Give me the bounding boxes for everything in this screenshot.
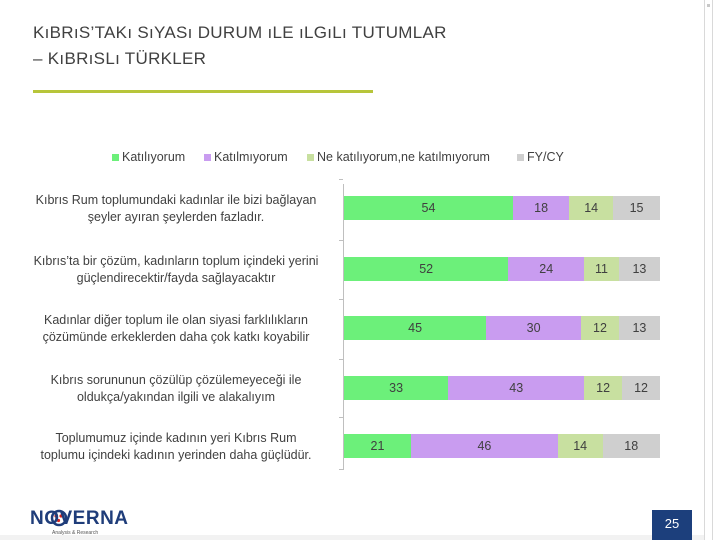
bar-segment xyxy=(411,434,558,458)
bar-segment xyxy=(602,434,660,458)
bar-segment xyxy=(557,434,603,458)
legend-item: Katılıyorum xyxy=(112,150,185,164)
data-label: 21 xyxy=(370,439,385,453)
data-label: 33 xyxy=(389,381,404,395)
data-label: 12 xyxy=(596,381,611,395)
title-underline xyxy=(33,90,373,93)
category-label-line: toplumu içindeki kadının yerinden daha g… xyxy=(40,448,312,462)
bar-segment xyxy=(584,376,623,400)
right-border-line-outer xyxy=(712,0,713,540)
corner-mark xyxy=(707,4,710,7)
category-label-line: güçlendirecektir/fayda sağlayacaktır xyxy=(76,271,276,285)
category-label-line: çözümünde erkeklerden daha çok katkı koy… xyxy=(42,330,310,344)
slide-title-line-1: KıBRıS’TAKı SıYASı DURUM ıLE ıLGıLı TUTU… xyxy=(33,23,447,42)
right-border-line xyxy=(704,0,705,540)
data-label: 18 xyxy=(624,439,639,453)
bar-segment xyxy=(486,316,581,340)
data-label: 30 xyxy=(526,321,541,335)
category-label: Kadınlar diğer toplum ile olan siyasi fa… xyxy=(16,312,336,346)
axis-tick xyxy=(339,299,343,300)
page-number-box: 25 xyxy=(652,510,692,540)
category-label: Kıbrıs sorununun çözülüp çözülemeyeceği … xyxy=(16,372,336,406)
axis-tick xyxy=(339,179,343,180)
legend-label: Katılıyorum xyxy=(122,150,186,164)
legend-item: FY/CY xyxy=(517,150,564,164)
bar-segment xyxy=(344,196,513,220)
page-number: 25 xyxy=(664,516,680,531)
noverna-logo: NOVERNA Analysis & Research xyxy=(30,508,160,536)
data-label: 43 xyxy=(509,381,524,395)
category-label-line: Kadınlar diğer toplum ile olan siyasi fa… xyxy=(43,313,308,327)
legend-swatch xyxy=(307,153,314,161)
bar-segment xyxy=(448,376,585,400)
category-label-line: oldukça/yakından ilgili ve alakalıyım xyxy=(76,390,276,404)
logo-wordmark: NOVERNA xyxy=(30,508,129,529)
axis-tick xyxy=(339,417,343,418)
data-label: 12 xyxy=(634,381,648,395)
legend-swatch xyxy=(517,153,524,161)
category-label-line: Toplumumuz içinde kadının yeri Kıbrıs Ru… xyxy=(55,431,297,445)
legend-item: Katılmıyorum xyxy=(204,150,288,164)
data-label: 14 xyxy=(573,439,588,453)
legend-label: Ne katılıyorum,ne katılmıyorum xyxy=(317,150,490,164)
bar-segment xyxy=(581,316,619,340)
data-label: 11 xyxy=(595,262,609,276)
bar-segment xyxy=(344,376,449,400)
data-label: 24 xyxy=(539,262,554,276)
legend-item: Ne katılıyorum,ne katılmıyorum xyxy=(307,150,490,164)
logo-mark xyxy=(50,509,68,527)
axis-tick xyxy=(339,240,343,241)
data-label: 13 xyxy=(632,321,647,335)
bar-segment xyxy=(613,196,660,220)
bar-segment xyxy=(584,257,619,281)
bar-segment xyxy=(622,376,660,400)
bar-segment xyxy=(618,316,660,340)
bar-segment xyxy=(344,316,487,340)
legend-swatch xyxy=(204,153,211,161)
category-label: Kıbrıs Rum toplumundaki kadınlar ile biz… xyxy=(16,192,336,226)
footer-band xyxy=(0,535,704,540)
data-label: 14 xyxy=(584,201,599,215)
slide-title: KıBRıS’TAKı SıYASı DURUM ıLE ıLGıLı TUTU… xyxy=(33,20,673,72)
category-label-line: Kıbrıs’ta bir çözüm, kadınların toplum i… xyxy=(33,254,319,268)
logo-subtitle: Analysis & Research xyxy=(52,530,99,536)
bar-segment xyxy=(618,257,660,281)
category-label: Toplumumuz içinde kadının yeri Kıbrıs Ru… xyxy=(16,430,336,464)
bar-segment xyxy=(344,257,509,281)
axis-tick xyxy=(339,469,343,470)
legend-swatch xyxy=(112,153,119,161)
data-label: 54 xyxy=(421,201,436,215)
data-label: 13 xyxy=(632,262,647,276)
slide-title-line-2: – KıBRıSLı TÜRKLER xyxy=(33,49,207,68)
data-label: 46 xyxy=(477,439,492,453)
chart-category-axis xyxy=(343,184,344,470)
data-label: 15 xyxy=(629,201,644,215)
category-label: Kıbrıs’ta bir çözüm, kadınların toplum i… xyxy=(16,253,336,287)
bar-segment xyxy=(344,434,412,458)
data-label: 12 xyxy=(593,321,607,335)
category-label-line: şeyler ayıran şeylerden fazladır. xyxy=(87,210,265,224)
bar-segment xyxy=(508,257,585,281)
bar-segment xyxy=(569,196,614,220)
category-label-line: Kıbrıs Rum toplumundaki kadınlar ile biz… xyxy=(35,193,317,207)
legend-label: FY/CY xyxy=(527,150,564,164)
bar-segment xyxy=(512,196,570,220)
axis-tick xyxy=(339,359,343,360)
data-label: 45 xyxy=(408,321,423,335)
data-label: 52 xyxy=(419,262,434,276)
data-label: 18 xyxy=(534,201,549,215)
legend-label: Katılmıyorum xyxy=(214,150,288,164)
category-label-line: Kıbrıs sorununun çözülüp çözülemeyeceği … xyxy=(50,373,302,387)
